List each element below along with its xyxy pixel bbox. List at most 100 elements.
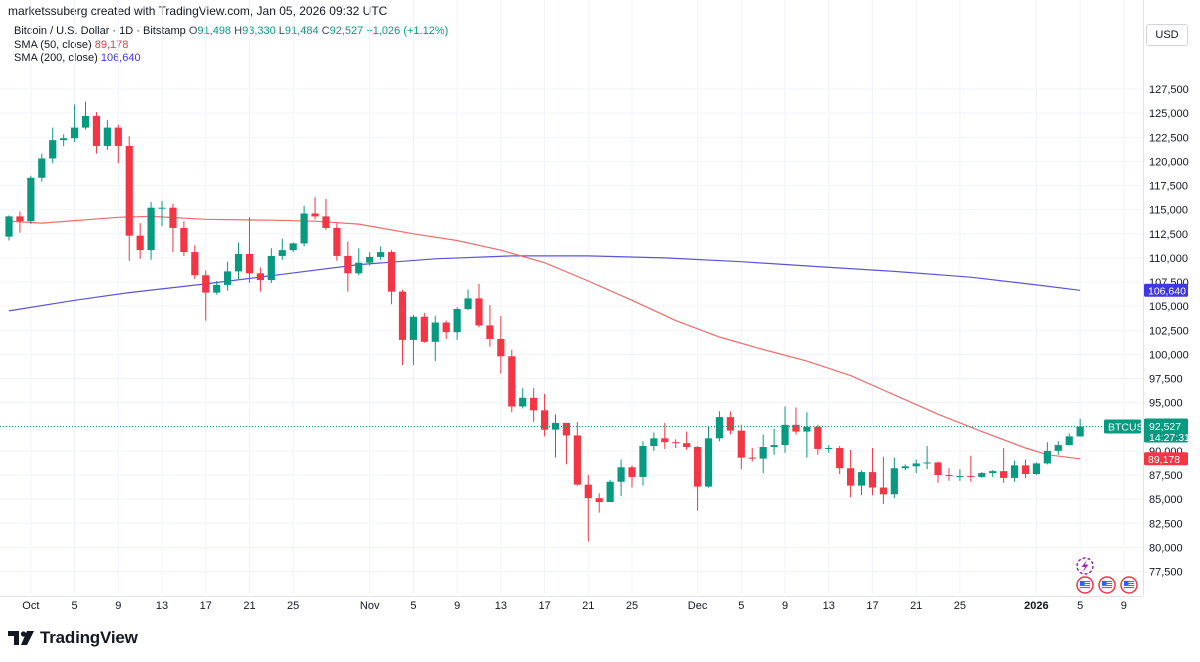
- candle-down: [245, 217, 254, 283]
- legend-sma50-label: SMA (50, close): [14, 38, 92, 51]
- candle-body: [103, 127, 111, 146]
- price-tick-label: 120,000: [1149, 156, 1189, 168]
- candle-body: [628, 467, 636, 477]
- candle-up: [81, 101, 90, 130]
- candle-up: [825, 445, 833, 453]
- price-tick-label: 105,000: [1149, 301, 1189, 313]
- time-tick-label: 25: [626, 600, 638, 612]
- candle-down: [879, 456, 887, 504]
- candle-up: [978, 472, 986, 478]
- legend-sma200-label: SMA (200, close): [14, 52, 98, 64]
- candle-body: [420, 316, 428, 342]
- time-tick-label: 9: [782, 600, 788, 612]
- candle-body: [27, 177, 35, 222]
- candle-body: [836, 447, 844, 469]
- candle-down: [584, 475, 592, 542]
- candle-body: [70, 127, 79, 139]
- time-tick-label: Oct: [22, 600, 39, 612]
- candle-up: [234, 242, 243, 280]
- time-tick-label: 9: [115, 600, 121, 612]
- candle-down: [497, 315, 505, 374]
- candle-down: [387, 250, 396, 305]
- price-tick-label: 117,500: [1149, 181, 1188, 193]
- candle-down: [169, 203, 177, 253]
- price-tick-label: 100,000: [1149, 349, 1189, 361]
- candle-body: [967, 475, 975, 477]
- candle-up: [704, 426, 713, 488]
- candle-body: [956, 475, 964, 477]
- candle-up: [912, 459, 920, 474]
- candle-body: [584, 484, 592, 499]
- candle-down: [573, 421, 581, 486]
- candle-body: [879, 487, 887, 495]
- candle-down: [661, 422, 669, 449]
- series-name-tag: BTCUSD: [1104, 419, 1152, 434]
- price-tick-label: 122,500: [1149, 132, 1189, 144]
- candle-body: [945, 475, 953, 476]
- candle-up: [27, 175, 35, 225]
- candle-down: [508, 349, 516, 413]
- candle-up: [300, 205, 308, 247]
- candle-body: [595, 498, 603, 503]
- candle-up: [956, 469, 964, 481]
- candle-up: [617, 459, 625, 497]
- candle-up: [289, 242, 297, 253]
- legend-close-label: C: [321, 25, 330, 37]
- candle-up: [103, 119, 111, 150]
- economic-event-flag-icon: [1098, 576, 1116, 594]
- price-tick-label: 82,500: [1149, 518, 1183, 530]
- candle-body: [540, 410, 549, 430]
- currency-button[interactable]: USD: [1146, 24, 1188, 46]
- candle-down: [540, 393, 549, 437]
- sma200-line: [8, 255, 1081, 312]
- candle-up: [464, 289, 472, 310]
- candle-down: [322, 199, 330, 230]
- time-tick-label: 2026: [1024, 600, 1048, 612]
- candle-body: [1000, 471, 1008, 478]
- legend-sma200-value: 106,640: [100, 52, 141, 64]
- candle-body: [464, 298, 472, 310]
- candle-up: [5, 215, 13, 241]
- economic-event-flag-icon: [1120, 576, 1138, 594]
- time-tick-label: 9: [1121, 600, 1127, 612]
- candle-down: [672, 439, 680, 448]
- candle-up: [267, 248, 275, 283]
- candle-down: [16, 211, 24, 233]
- candle-body: [224, 271, 232, 285]
- time-tick-label: 21: [910, 600, 922, 612]
- candle-body: [519, 397, 527, 407]
- candle-body: [267, 255, 275, 281]
- legend-sma50-row: SMA (50, close) 89,178: [14, 39, 448, 53]
- candle-body: [901, 466, 909, 469]
- candle-down: [1000, 447, 1008, 483]
- countdown-text: 14:27:31: [1149, 432, 1190, 444]
- legend-open-label: O: [188, 25, 198, 37]
- candle-body: [748, 457, 756, 459]
- candle-body: [989, 471, 997, 474]
- candle-up: [224, 261, 232, 291]
- candle-body: [814, 426, 822, 449]
- candle-body: [792, 424, 800, 432]
- candle-down: [595, 493, 603, 513]
- candle-body: [5, 216, 13, 237]
- price-tick-label: 80,000: [1149, 542, 1183, 554]
- candle-body: [16, 216, 24, 222]
- candle-body: [431, 322, 439, 342]
- candle-body: [1010, 465, 1019, 478]
- candle-up: [923, 446, 931, 470]
- tradingview-logo[interactable]: TradingView: [8, 628, 138, 648]
- candle-down: [693, 446, 702, 511]
- candle-body: [672, 442, 680, 444]
- candle-up: [147, 201, 155, 260]
- candle-down: [398, 289, 407, 365]
- time-tick-label: 21: [582, 600, 594, 612]
- candle-body: [573, 435, 581, 485]
- candle-body: [38, 158, 46, 178]
- legend-sma50-value: 89,178: [94, 38, 129, 51]
- candle-down: [486, 305, 494, 347]
- candle-up: [1043, 442, 1051, 465]
- candle-body: [234, 254, 243, 272]
- candle-body: [475, 298, 483, 326]
- candle-down: [967, 455, 975, 482]
